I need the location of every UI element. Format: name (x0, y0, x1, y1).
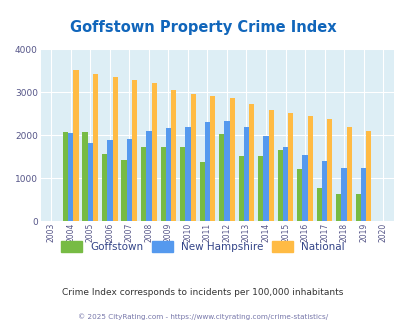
Bar (263, 136, 268, 221)
Bar (258, 156, 263, 221)
Bar (238, 156, 243, 221)
Bar (224, 121, 229, 221)
Bar (121, 160, 126, 221)
Bar (229, 98, 234, 221)
Bar (365, 131, 371, 221)
Bar (185, 127, 190, 221)
Bar (302, 155, 307, 221)
Bar (288, 114, 293, 221)
Bar (68, 133, 73, 221)
Bar (335, 194, 341, 221)
Bar (341, 168, 346, 221)
Text: Goffstown Property Crime Index: Goffstown Property Crime Index (70, 20, 335, 35)
Bar (199, 162, 204, 221)
Bar (112, 77, 117, 221)
Bar (209, 96, 215, 221)
Bar (132, 80, 137, 221)
Bar (87, 143, 93, 221)
Bar (151, 82, 156, 221)
Legend: Goffstown, New Hampshire, National: Goffstown, New Hampshire, National (61, 241, 344, 252)
Bar (355, 194, 360, 221)
Bar (249, 104, 254, 221)
Bar (165, 128, 171, 221)
Bar (316, 188, 321, 221)
Bar (243, 127, 249, 221)
Bar (219, 134, 224, 221)
Bar (321, 161, 326, 221)
Bar (179, 147, 185, 221)
Bar (171, 90, 176, 221)
Bar (82, 132, 87, 221)
Bar (73, 70, 79, 221)
Bar (268, 110, 273, 221)
Bar (141, 147, 146, 221)
Bar (126, 139, 132, 221)
Bar (93, 74, 98, 221)
Bar (307, 115, 312, 221)
Text: © 2025 CityRating.com - https://www.cityrating.com/crime-statistics/: © 2025 CityRating.com - https://www.city… (78, 314, 327, 320)
Bar (146, 131, 151, 221)
Bar (63, 132, 68, 221)
Bar (102, 154, 107, 221)
Text: Crime Index corresponds to incidents per 100,000 inhabitants: Crime Index corresponds to incidents per… (62, 287, 343, 297)
Bar (346, 127, 351, 221)
Bar (282, 147, 288, 221)
Bar (326, 118, 332, 221)
Bar (277, 150, 282, 221)
Bar (360, 168, 365, 221)
Bar (190, 94, 195, 221)
Bar (107, 140, 112, 221)
Bar (296, 169, 302, 221)
Bar (204, 122, 209, 221)
Bar (160, 147, 165, 221)
